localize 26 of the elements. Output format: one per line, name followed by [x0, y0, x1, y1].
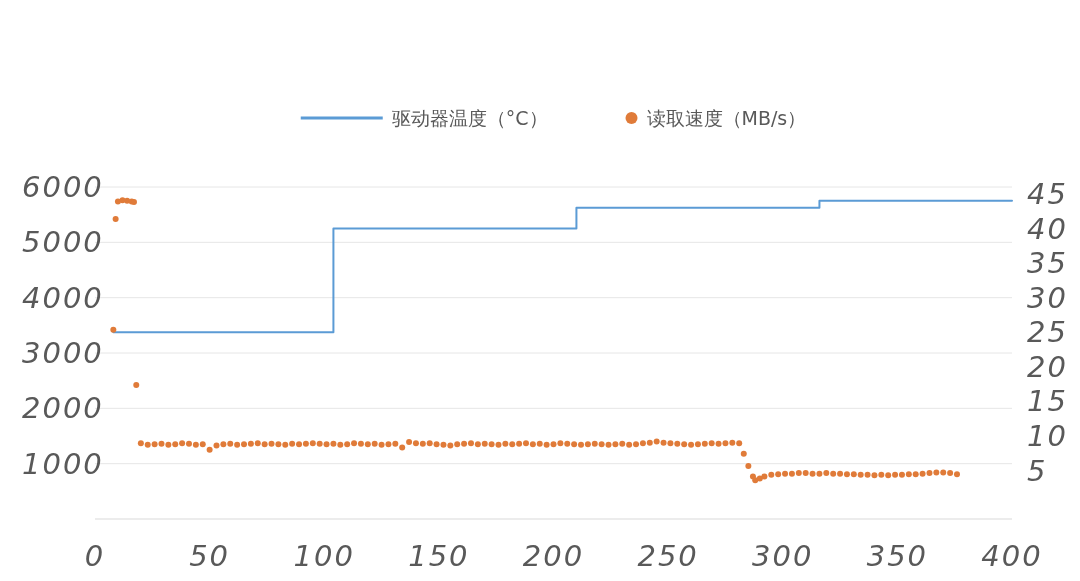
y2-tick-label: 5 [1027, 453, 1048, 488]
y-tick-label: 1000 [22, 446, 104, 481]
y2-tick-label: 35 [1027, 246, 1068, 281]
y-tick-label: 5000 [22, 225, 104, 260]
y2-tick-label: 15 [1027, 384, 1068, 419]
y2-tick-label: 20 [1027, 349, 1068, 384]
x-tick-label: 50 [189, 539, 231, 573]
y2-tick-label: 40 [1027, 211, 1068, 246]
x-tick-label: 150 [408, 539, 470, 573]
y-tick-label: 6000 [22, 170, 104, 204]
legend-label: 读取速度（MB/s） [646, 107, 807, 129]
y2-tick-label: 25 [1027, 315, 1068, 350]
x-tick-label: 100 [293, 539, 355, 573]
x-tick-label: 250 [637, 539, 699, 573]
x-tick-label: 350 [866, 539, 929, 573]
y2-tick-label: 45 [1027, 176, 1068, 211]
y-tick-label: 2000 [22, 391, 104, 426]
x-tick-label: 300 [752, 539, 814, 573]
x-tick-label: 0 [84, 539, 106, 573]
y2-tick-label: 10 [1027, 419, 1068, 453]
y-tick-label: 3000 [22, 336, 104, 370]
legend-label: 驱动器温度（°C） [391, 107, 548, 129]
x-tick-label: 400 [981, 539, 1043, 573]
y-tick-label: 4000 [22, 280, 104, 315]
x-tick-label: 200 [522, 539, 585, 573]
y2-tick-label: 30 [1027, 280, 1068, 315]
